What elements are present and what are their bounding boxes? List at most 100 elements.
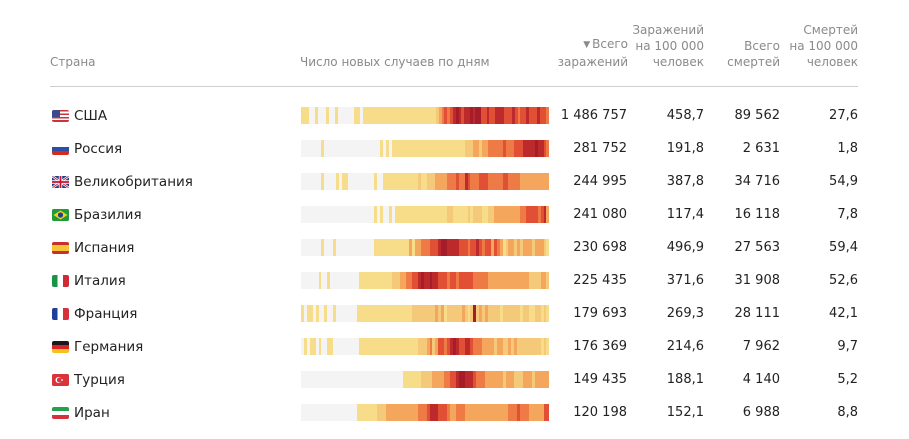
heatmap-day-cell bbox=[514, 140, 518, 157]
deaths-per-100k-value: 52,6 bbox=[829, 273, 858, 288]
heatmap-day-cell bbox=[520, 305, 524, 322]
heatmap-day-cell bbox=[359, 239, 363, 256]
heatmap-day-cell bbox=[417, 140, 421, 157]
heatmap-day-cell bbox=[429, 305, 433, 322]
heatmap-day-cell bbox=[406, 338, 410, 355]
heatmap-day-cell bbox=[505, 206, 509, 223]
heatmap-day-cell bbox=[432, 404, 436, 421]
heatmap-day-cell bbox=[417, 206, 421, 223]
heatmap-day-cell bbox=[514, 239, 518, 256]
heatmap-day-cell bbox=[464, 140, 468, 157]
heatmap-day-cell bbox=[537, 239, 541, 256]
table-row-it[interactable]: Италия 225 435 371,6 31 908 52,6 bbox=[50, 266, 858, 299]
table-row-es[interactable]: Испания 230 698 496,9 27 563 59,4 bbox=[50, 233, 858, 266]
heatmap-day-cell bbox=[409, 206, 413, 223]
table-header: Страна Число новых случаев по дням ▼ Всег… bbox=[50, 18, 858, 87]
heatmap-day-cell bbox=[447, 371, 451, 388]
heatmap-day-cell bbox=[511, 140, 515, 157]
heatmap-day-cell bbox=[397, 239, 401, 256]
heatmap-day-cell bbox=[388, 338, 392, 355]
heatmap-day-cell bbox=[309, 173, 313, 190]
heatmap-day-cell bbox=[444, 140, 448, 157]
heatmap-day-cell bbox=[333, 173, 337, 190]
heatmap-day-cell bbox=[409, 173, 413, 190]
heatmap-day-cell bbox=[482, 140, 486, 157]
heatmap-day-cell bbox=[482, 272, 486, 289]
heatmap-day-cell bbox=[365, 206, 369, 223]
daily-cases-heatmap bbox=[301, 272, 550, 289]
heatmap-day-cell bbox=[397, 206, 401, 223]
heatmap-day-cell bbox=[413, 107, 417, 124]
heatmap-day-cell bbox=[543, 305, 547, 322]
heatmap-day-cell bbox=[333, 239, 337, 256]
column-header-country[interactable]: Страна bbox=[50, 55, 96, 69]
heatmap-day-cell bbox=[488, 272, 491, 289]
heatmap-day-cell bbox=[306, 272, 310, 289]
total-cases-value: 244 995 bbox=[573, 174, 627, 189]
heatmap-day-cell bbox=[488, 173, 491, 190]
heatmap-day-cell bbox=[376, 140, 380, 157]
column-header-deaths-per-100k[interactable]: Смертей на 100 000 человек bbox=[789, 23, 858, 69]
daily-cases-heatmap bbox=[301, 338, 550, 355]
heatmap-day-cell bbox=[397, 371, 401, 388]
table-row-ir[interactable]: Иран 120 198 152,1 6 988 8,8 bbox=[50, 398, 858, 431]
heatmap-day-cell bbox=[409, 404, 413, 421]
heatmap-day-cell bbox=[543, 140, 547, 157]
heatmap-day-cell bbox=[517, 107, 521, 124]
heatmap-day-cell bbox=[336, 371, 339, 388]
heatmap-day-cell bbox=[485, 206, 488, 223]
flag-icon bbox=[52, 209, 69, 221]
table-row-de[interactable]: Германия 176 369 214,6 7 962 9,7 bbox=[50, 332, 858, 365]
heatmap-day-cell bbox=[394, 272, 398, 289]
heatmap-day-cell bbox=[464, 305, 468, 322]
column-header-total-cases[interactable]: ▼ Всего заражений bbox=[557, 37, 628, 69]
heatmap-day-cell bbox=[490, 371, 494, 388]
heatmap-day-cell bbox=[435, 239, 439, 256]
heatmap-day-cell bbox=[426, 140, 430, 157]
total-cases-value: 149 435 bbox=[573, 372, 627, 387]
heatmap-day-cell bbox=[505, 305, 509, 322]
heatmap-day-cell bbox=[312, 305, 316, 322]
table-row-br[interactable]: Бразилия 241 080 117,4 16 118 7,8 bbox=[50, 200, 858, 233]
heatmap-day-cell bbox=[350, 140, 354, 157]
heatmap-day-cell bbox=[406, 173, 410, 190]
heatmap-day-cell bbox=[315, 107, 318, 124]
table-row-ru[interactable]: Россия 281 752 191,8 2 631 1,8 bbox=[50, 134, 858, 167]
table-row-fr[interactable]: Франция 179 693 269,3 28 111 42,1 bbox=[50, 299, 858, 332]
heatmap-day-cell bbox=[420, 404, 424, 421]
column-header-cases-per-100k[interactable]: Заражений на 100 000 человек bbox=[632, 23, 704, 69]
table-row-us[interactable]: США 1 486 757 458,7 89 562 27,6 bbox=[50, 101, 858, 134]
heatmap-day-cell bbox=[447, 206, 451, 223]
daily-cases-heatmap bbox=[301, 239, 550, 256]
total-deaths-value: 89 562 bbox=[734, 108, 781, 123]
heatmap-day-cell bbox=[391, 206, 395, 223]
table-row-tr[interactable]: Турция 149 435 188,1 4 140 5,2 bbox=[50, 365, 858, 398]
heatmap-day-cell bbox=[362, 239, 366, 256]
heatmap-day-cell bbox=[488, 140, 491, 157]
heatmap-day-cell bbox=[420, 173, 424, 190]
heatmap-day-cell bbox=[429, 239, 433, 256]
heatmap-day-cell bbox=[321, 239, 325, 256]
heatmap-day-cell bbox=[485, 239, 488, 256]
heatmap-day-cell bbox=[403, 404, 407, 421]
heatmap-day-cell bbox=[341, 338, 345, 355]
heatmap-day-cell bbox=[359, 140, 363, 157]
heatmap-day-cell bbox=[455, 206, 459, 223]
heatmap-day-cell bbox=[517, 338, 521, 355]
heatmap-day-cell bbox=[450, 107, 453, 124]
heatmap-day-cell bbox=[537, 338, 541, 355]
heatmap-day-cell bbox=[323, 107, 327, 124]
heatmap-day-cell bbox=[534, 107, 538, 124]
heatmap-day-cell bbox=[333, 371, 337, 388]
heatmap-day-cell bbox=[534, 140, 538, 157]
heatmap-day-cell bbox=[520, 338, 524, 355]
heatmap-day-cell bbox=[508, 239, 512, 256]
country-name: Турция bbox=[74, 372, 125, 388]
heatmap-day-cell bbox=[424, 107, 428, 124]
heatmap-day-cell bbox=[414, 338, 418, 355]
heatmap-day-cell bbox=[412, 206, 415, 223]
heatmap-day-cell bbox=[400, 305, 404, 322]
table-row-gb[interactable]: Великобритания 244 995 387,8 34 716 54,9 bbox=[50, 167, 858, 200]
column-header-total-deaths[interactable]: Всего смертей bbox=[727, 39, 780, 69]
total-cases-value: 230 698 bbox=[573, 240, 627, 255]
